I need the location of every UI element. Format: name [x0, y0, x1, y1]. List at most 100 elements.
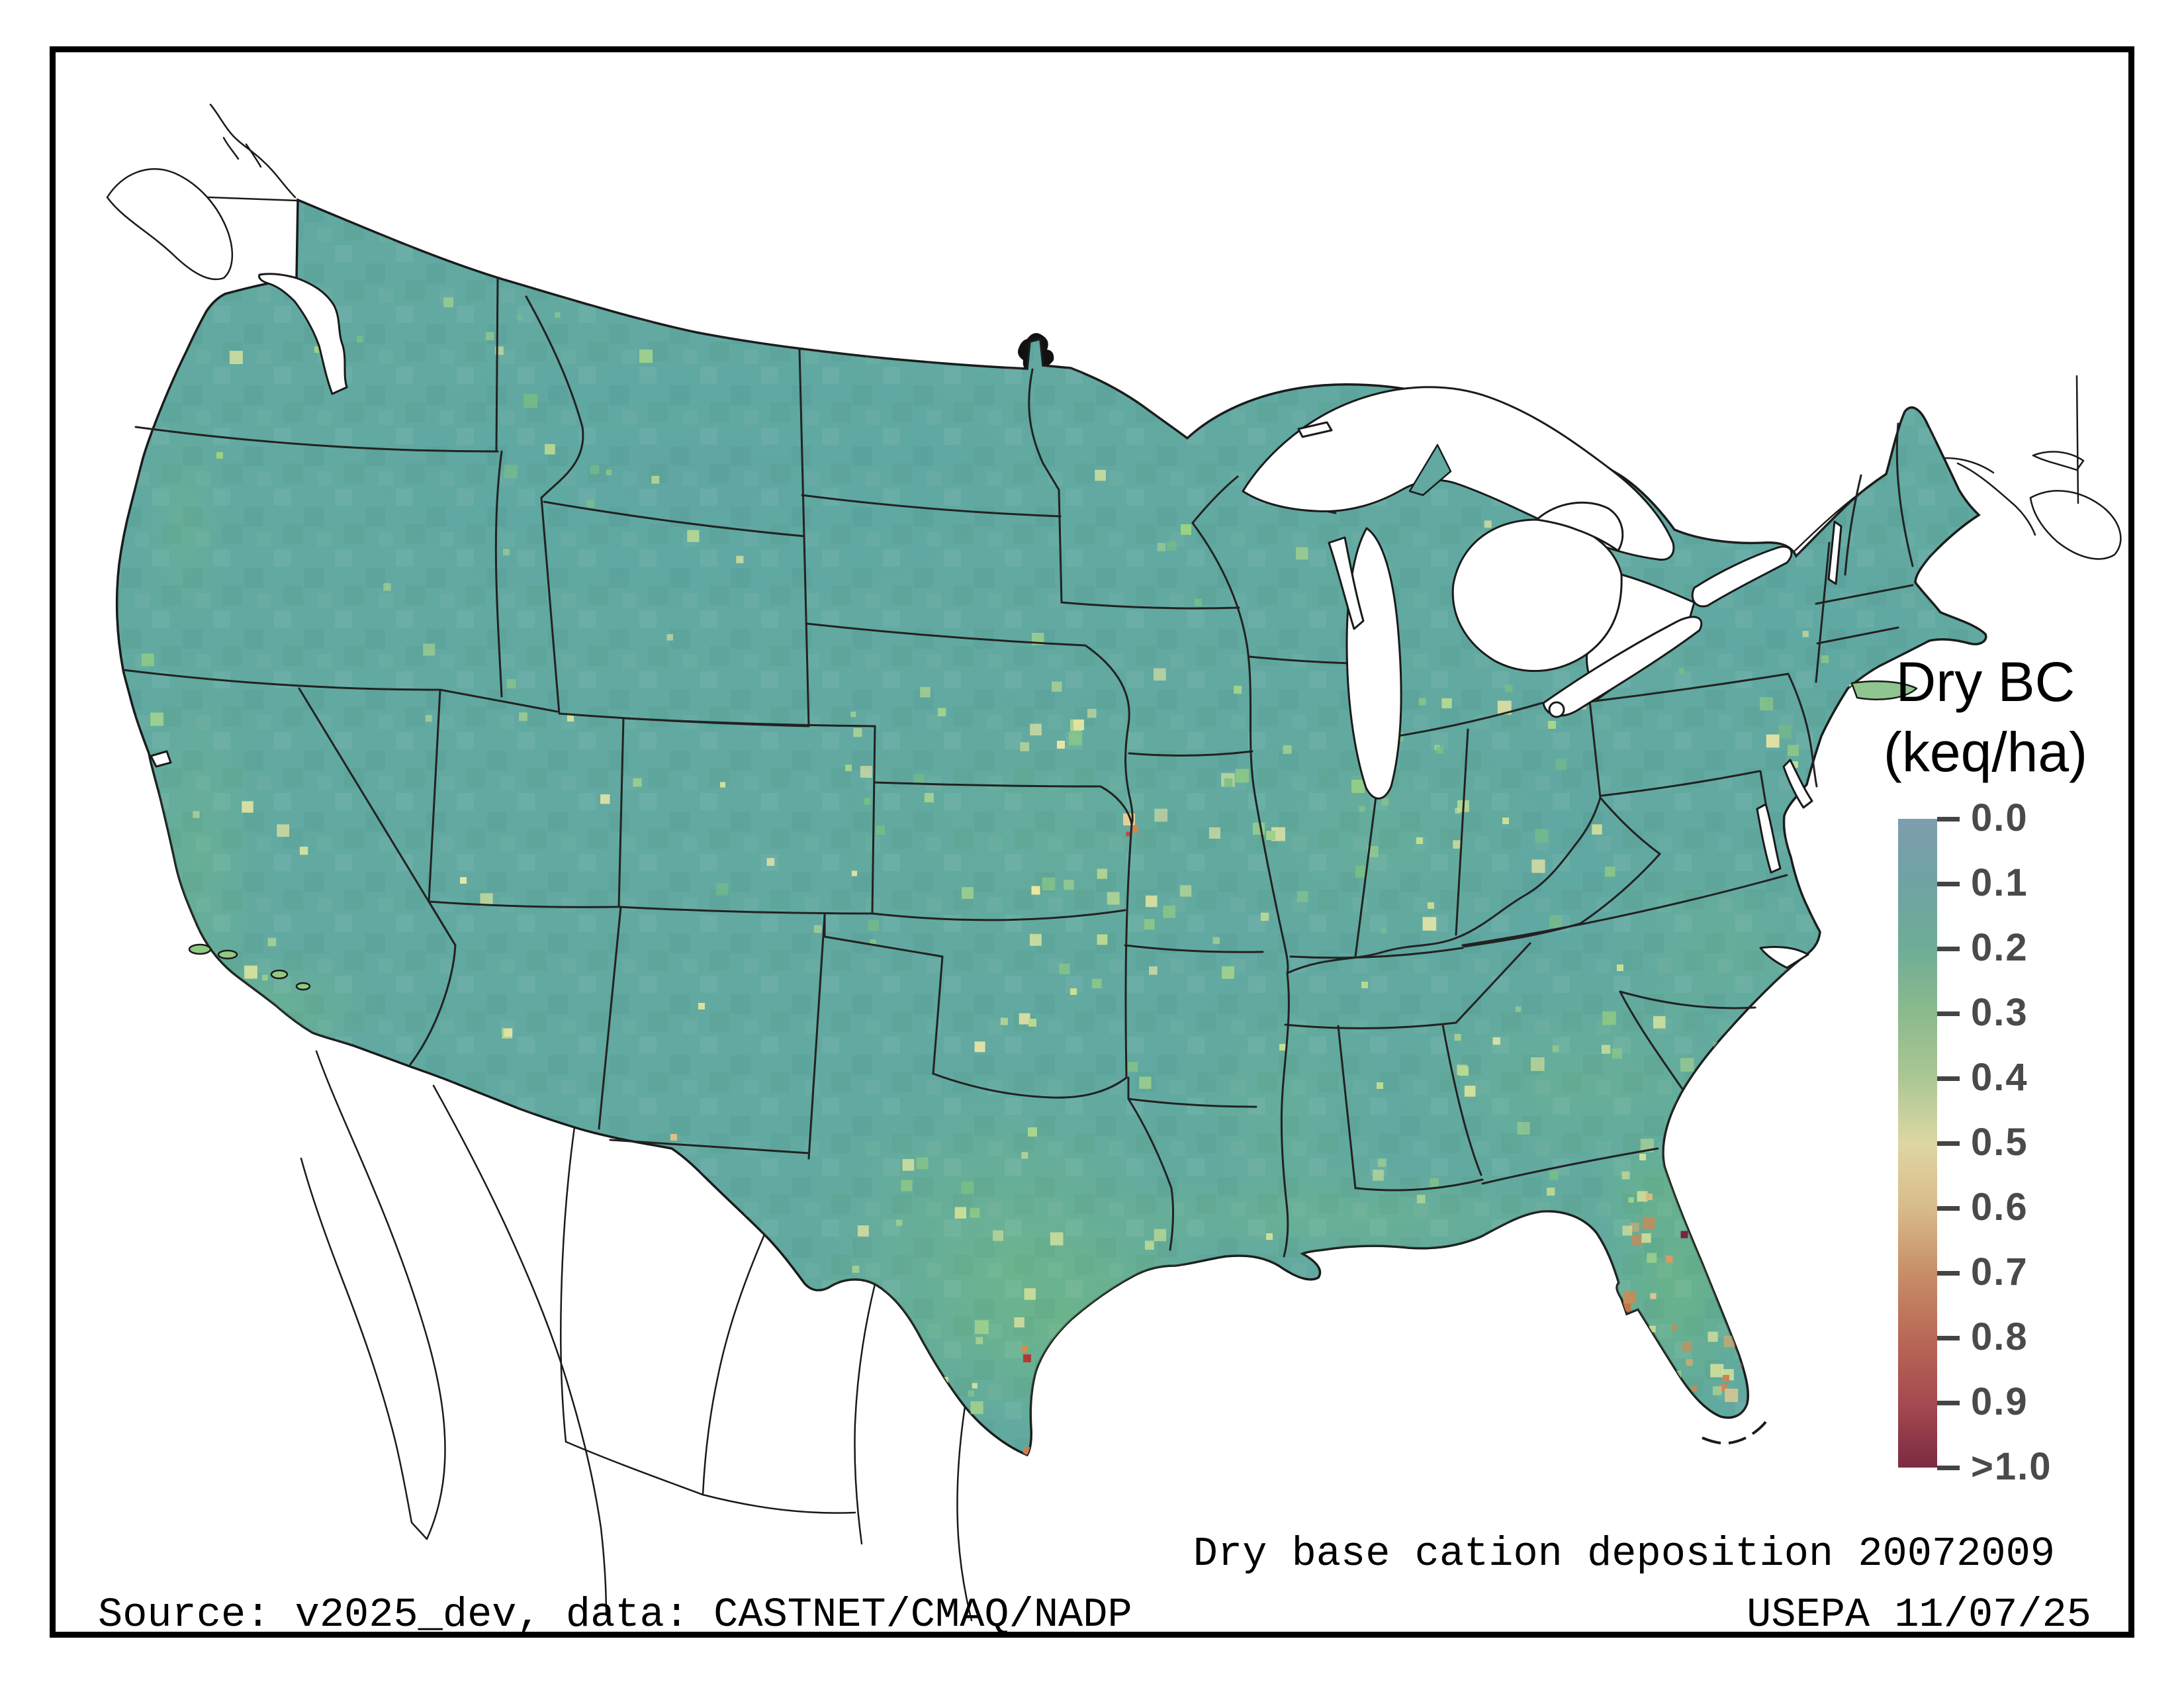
speckle-cell	[1602, 1011, 1616, 1025]
lake-erie	[1542, 616, 1703, 717]
speckle-cell	[916, 1157, 929, 1170]
speckle-cell	[1484, 520, 1492, 528]
speckle-cell	[1283, 745, 1292, 754]
speckle-cell	[1161, 1331, 1173, 1343]
speckle-cell	[1020, 742, 1030, 751]
speckle-cell	[267, 937, 277, 947]
speckle-cell	[1713, 1042, 1725, 1054]
speckle-cell	[1549, 915, 1563, 928]
speckle-cell	[1497, 700, 1512, 715]
hotspot-cell	[1351, 780, 1365, 793]
speckle-cell	[356, 336, 363, 343]
speckle-cell	[516, 314, 522, 320]
speckle-cell	[1710, 1364, 1724, 1378]
speckle-cell	[1723, 1335, 1735, 1347]
speckle-cell	[1381, 798, 1389, 806]
speckle-cell	[141, 653, 154, 667]
speckle-cell	[1208, 827, 1221, 839]
speckle-cell	[423, 643, 435, 656]
speckle-cell	[504, 465, 518, 479]
hotspot-cell	[1204, 1268, 1216, 1280]
speckle-cell	[1622, 1225, 1633, 1236]
speckle-cell	[229, 350, 243, 365]
speckle-cell	[1712, 1386, 1722, 1395]
puget-sound	[258, 273, 348, 395]
speckle-cell	[902, 1158, 915, 1171]
colorbar-tick-mark	[1937, 1076, 1960, 1081]
speckle-cell	[1029, 933, 1042, 946]
hotspot-cell	[1459, 1066, 1469, 1076]
speckle-cell	[1552, 1045, 1559, 1053]
speckle-cell	[1647, 1252, 1657, 1263]
speckle-cell	[1517, 1122, 1530, 1135]
hotspot-cell	[1028, 1127, 1037, 1137]
neighbor-countries	[106, 103, 2122, 1622]
speckle-cell	[974, 1041, 985, 1053]
speckle-cell	[1821, 655, 1829, 663]
speckle-cell	[1719, 1383, 1727, 1392]
speckle-cell	[1381, 928, 1387, 934]
speckle-cell	[1252, 822, 1265, 835]
hotspot-cell	[1646, 1194, 1653, 1200]
speckle-cell	[586, 500, 594, 508]
hotspot-cell	[1680, 1231, 1688, 1239]
speckle-cell	[1064, 879, 1074, 890]
speckle-cell	[1087, 708, 1097, 718]
speckle-cell	[203, 955, 210, 962]
legend-title-line1: Dry BC	[1895, 651, 2075, 713]
speckle-cell	[1144, 919, 1155, 930]
speckle-cell	[1092, 978, 1102, 989]
speckle-cell	[1642, 1217, 1655, 1230]
hotspot-cell	[1130, 825, 1138, 833]
hotspot-cell	[670, 1134, 677, 1141]
speckle-cell	[1235, 769, 1250, 783]
speckle-cell	[590, 465, 600, 475]
speckle-cell	[150, 712, 164, 726]
speckle-cell	[1095, 469, 1106, 481]
hotspot-cell	[1617, 964, 1623, 971]
hotspot-cell	[1361, 982, 1368, 988]
colorbar-tick-label: 0.8	[1971, 1315, 2028, 1359]
speckle-cell	[857, 1225, 869, 1237]
hotspot-cell	[1416, 837, 1423, 844]
lake-michigan	[1345, 527, 1402, 800]
lake-ontario	[1691, 545, 1793, 608]
speckle-cell	[924, 792, 934, 803]
speckle-cell	[1667, 1370, 1682, 1385]
hotspot-cell	[1028, 1019, 1036, 1027]
speckle-cell	[1606, 440, 1619, 453]
speckle-cell	[687, 530, 700, 542]
speckle-cell	[1623, 1291, 1637, 1304]
speckle-cell	[639, 350, 653, 363]
speckle-cell	[1531, 859, 1545, 873]
speckle-cell	[937, 708, 946, 717]
hotspot-cell	[1266, 1233, 1273, 1240]
colorbar-tick-mark	[1937, 947, 1960, 951]
speckle-cell	[1047, 1404, 1060, 1417]
speckle-cell	[1641, 1233, 1651, 1243]
speckle-cell	[1052, 681, 1062, 692]
speckle-cell	[1612, 1048, 1623, 1059]
speckle-cell	[972, 1383, 978, 1389]
speckle-cell	[1653, 1016, 1666, 1029]
speckle-cell	[852, 1266, 860, 1273]
speckle-cell	[206, 959, 216, 969]
speckle-cell	[1179, 885, 1192, 897]
great-lakes	[150, 273, 1843, 969]
speckle-cell	[1154, 668, 1166, 681]
colorbar-tick-label: >1.0	[1971, 1445, 2052, 1489]
speckle-cell	[485, 332, 494, 341]
speckle-cell	[1167, 541, 1177, 551]
speckle-cell	[851, 870, 858, 876]
hotspot-cell	[1214, 1280, 1221, 1286]
speckle-cell	[715, 882, 729, 896]
colorbar-tick-mark	[1937, 882, 1960, 886]
colorbar-tick-label: 0.5	[1971, 1121, 2028, 1164]
speckle-cell	[1547, 1188, 1555, 1196]
speckle-cell	[1631, 1235, 1643, 1246]
hotspot-cell	[1665, 1255, 1673, 1263]
speckle-cell	[1710, 1212, 1723, 1225]
speckle-cell	[1605, 867, 1615, 877]
